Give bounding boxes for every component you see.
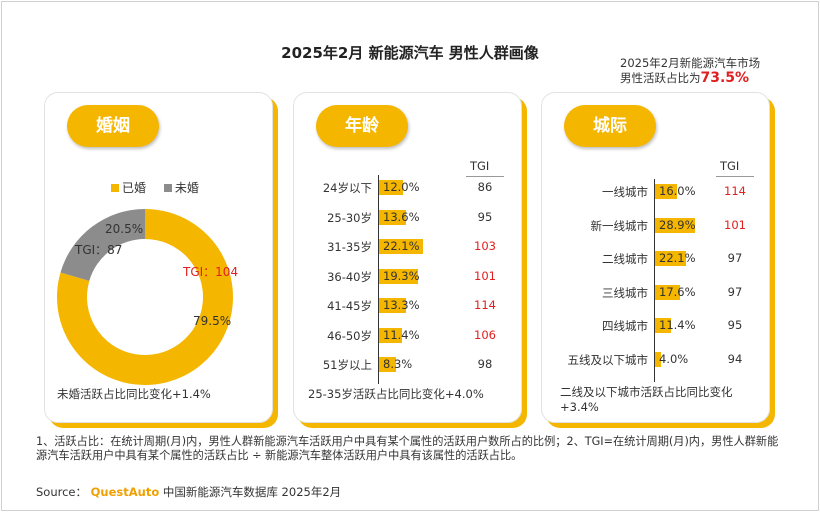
tgi-value: 114: [724, 184, 746, 198]
callout-line2: 男性活跃占比为73.5%: [620, 71, 760, 86]
bar-category-label: 36-40岁: [327, 269, 372, 284]
bar-value-label: 13.3%: [383, 298, 420, 312]
source-prefix: Source：: [36, 485, 87, 499]
bar: [379, 268, 418, 284]
city-panel: 城际 TGI 二线及以下城市活跃占比同比变化+3.4% 一线城市 16.0% 114…: [541, 92, 775, 428]
bar: [655, 217, 696, 233]
age-badge: 年龄: [316, 105, 408, 147]
donut-tgi-unmarried: TGI：87: [74, 243, 122, 257]
source-suffix: 中国新能源汽车数据库 2025年2月: [162, 485, 342, 499]
callout-value: 73.5%: [700, 70, 750, 86]
tgi-value: 106: [474, 327, 496, 342]
bar: [655, 318, 671, 333]
bar: [379, 209, 407, 225]
bar-value-label: 11.4%: [383, 327, 420, 342]
tgi-value: 94: [727, 351, 743, 366]
marriage-badge: 婚姻: [67, 105, 159, 147]
donut-slice-unmarried: [60, 209, 145, 281]
tgi-value: 101: [474, 268, 496, 283]
bar: [655, 184, 678, 199]
panel-card: 婚姻 已婚 未婚 TGI：104 79.5% 20.5% TGI：87 未婚活跃占比同…: [44, 92, 273, 423]
bar-category-label: 51岁以上: [322, 358, 372, 372]
marriage-panel: 婚姻 已婚 未婚 TGI：104 79.5% 20.5% TGI：87 未婚活跃占比同…: [44, 92, 278, 428]
source-line: Source： QuestAuto 中国新能源汽车数据库 2025年2月: [36, 484, 341, 500]
bar-value-label: 28.9%: [659, 217, 696, 232]
bar-category-label: 三线城市: [602, 285, 648, 300]
bar: [379, 357, 396, 372]
bar-axis: [654, 179, 655, 382]
bar: [379, 298, 406, 313]
city-tgi-underline: [716, 176, 754, 177]
legend-swatch-married: [111, 184, 119, 192]
tgi-value: 97: [727, 284, 743, 299]
marriage-note: 未婚活跃占比同比变化+1.4%: [57, 387, 211, 401]
bar-value-label: 22.1%: [383, 239, 420, 253]
footnote: 1、活跃占比：在统计周期(月)内，男性人群新能源汽车活跃用户中具有某个属性的活跃…: [36, 435, 779, 462]
tgi-value: 101: [724, 217, 746, 232]
bar: [379, 239, 424, 254]
tgi-value: 86: [477, 180, 493, 194]
bar-value-label: 11.4%: [659, 318, 696, 332]
bar-category-label: 25-30岁: [327, 210, 372, 225]
tgi-value: 98: [477, 357, 493, 371]
male-share-callout: 2025年2月新能源汽车市场 男性活跃占比为73.5%: [620, 56, 760, 86]
bar: [379, 327, 402, 343]
bar-value-label: 8.3%: [383, 357, 413, 371]
legend-married: 已婚: [122, 181, 147, 195]
bar-category-label: 一线城市: [602, 185, 648, 199]
bar-value-label: 17.6%: [659, 284, 696, 299]
bar-category-label: 新一线城市: [590, 218, 649, 233]
donut-slice-married: [57, 209, 233, 385]
bar-category-label: 46-50岁: [327, 328, 372, 343]
tgi-value: 95: [727, 318, 743, 332]
tgi-value: 97: [727, 251, 743, 265]
tgi-value: 114: [474, 298, 496, 312]
panel-card: 城际 TGI 二线及以下城市活跃占比同比变化+3.4% 一线城市 16.0% 114…: [541, 92, 770, 423]
city-note: 二线及以下城市活跃占比同比变化+3.4%: [560, 385, 733, 414]
bar-category-label: 二线城市: [602, 252, 648, 266]
bar: [655, 351, 661, 367]
donut-value-unmarried: 20.5%: [105, 222, 143, 236]
bar-value-label: 16.0%: [659, 184, 696, 198]
bar: [379, 180, 403, 195]
age-panel: 年龄 TGI 25-35岁活跃占比同比变化+4.0% 24岁以下 12.0% 86 2…: [293, 92, 527, 428]
marriage-donut-chart: TGI：104 79.5% 20.5% TGI：87: [57, 209, 238, 385]
city-tgi-header: TGI: [720, 159, 740, 173]
age-note: 25-35岁活跃占比同比变化+4.0%: [308, 387, 484, 401]
bar-value-label: 13.6%: [383, 209, 420, 224]
tgi-value: 103: [474, 239, 496, 253]
callout-line1: 2025年2月新能源汽车市场: [620, 56, 761, 70]
bar-value-label: 22.1%: [659, 251, 696, 265]
donut-value-married: 79.5%: [193, 314, 231, 328]
page-title: 2025年2月 新能源汽车 男性人群画像: [281, 44, 539, 62]
bar-value-label: 4.0%: [659, 351, 689, 366]
city-badge: 城际: [564, 105, 656, 147]
age-tgi-header: TGI: [470, 159, 490, 173]
bar: [655, 284, 680, 300]
callout-prefix: 男性活跃占比为: [620, 71, 701, 85]
legend-unmarried: 未婚: [174, 181, 199, 195]
bar-axis: [378, 175, 379, 384]
bar-category-label: 31-35岁: [327, 240, 372, 254]
bar-value-label: 12.0%: [383, 180, 420, 194]
bar-category-label: 五线及以下城市: [567, 352, 649, 367]
bar-category-label: 41-45岁: [327, 299, 372, 313]
age-tgi-underline: [466, 176, 504, 177]
bar-category-label: 24岁以下: [322, 181, 372, 195]
bar-category-label: 四线城市: [602, 319, 648, 333]
legend-swatch-unmarried: [163, 184, 172, 192]
panel-card: 年龄 TGI 25-35岁活跃占比同比变化+4.0% 24岁以下 12.0% 86 2…: [293, 92, 522, 423]
bar-value-label: 19.3%: [383, 268, 420, 283]
source-brand: QuestAuto: [90, 485, 160, 499]
bar: [655, 251, 686, 266]
tgi-value: 95: [477, 209, 493, 224]
donut-tgi-married: TGI：104: [182, 265, 238, 279]
marriage-legend: 已婚 未婚: [111, 179, 199, 196]
